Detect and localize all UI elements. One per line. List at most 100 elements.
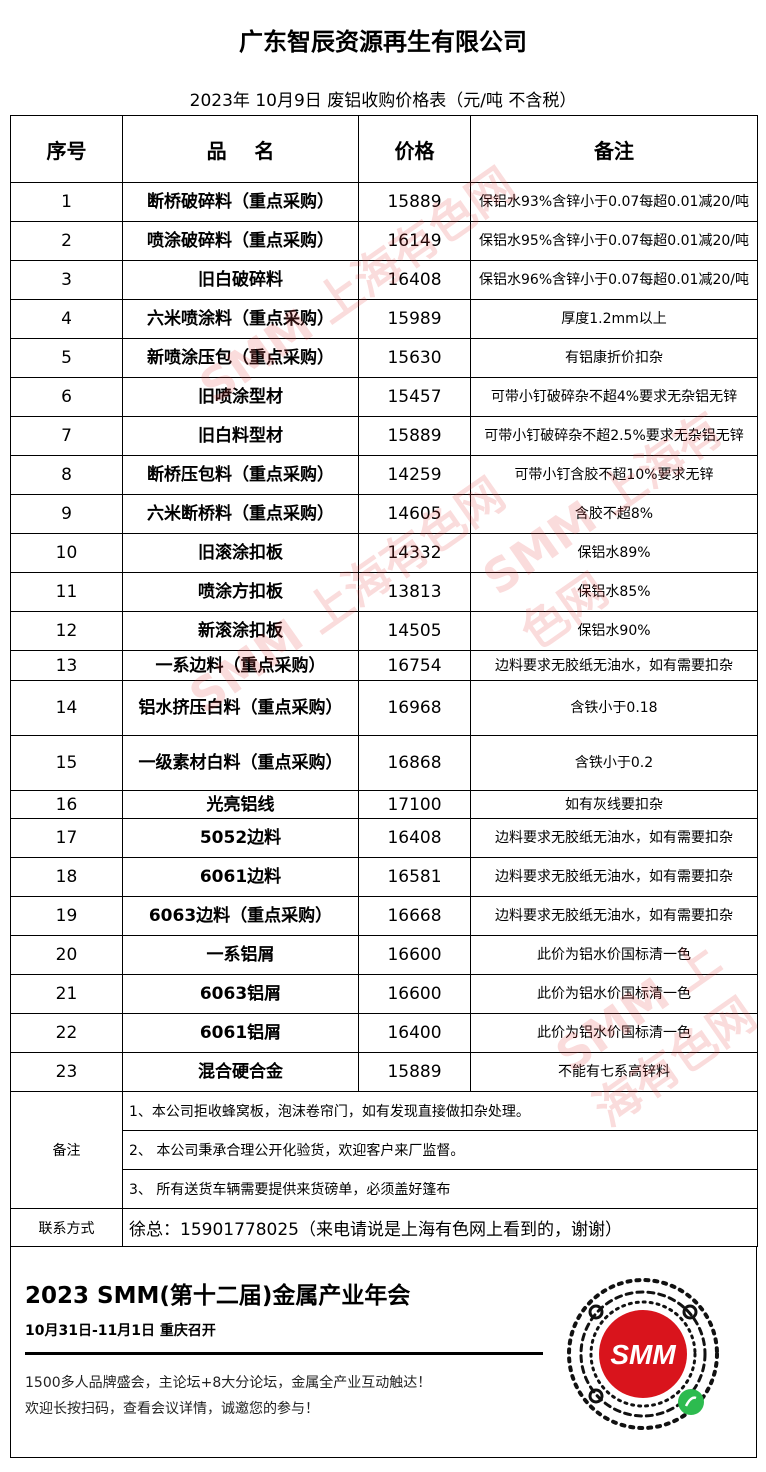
row-note: 有铝康折价扣杂 xyxy=(470,338,758,378)
table-row: 16 光亮铝线 17100 如有灰线要扣杂 xyxy=(10,790,758,819)
row-name: 旧喷涂型材 xyxy=(122,377,359,417)
table-row: 21 6063铝屑 16600 此价为铝水价国标清一色 xyxy=(10,974,758,1014)
remark-item: 1、本公司拒收蜂窝板，泡沫卷帘门，如有发现直接做扣杂处理。 xyxy=(122,1091,758,1131)
row-note: 可带小钉含胶不超10%要求无锌 xyxy=(470,455,758,495)
miniprogram-icon xyxy=(678,1389,704,1415)
row-seq: 15 xyxy=(10,735,123,791)
row-name: 一系边料（重点采购） xyxy=(122,650,359,681)
contact-row: 联系方式 徐总：15901778025（来电请说是上海有色网上看到的，谢谢） xyxy=(10,1208,758,1247)
row-name: 喷涂方扣板 xyxy=(122,572,359,612)
row-price: 14332 xyxy=(358,533,471,573)
header-price: 价格 xyxy=(358,115,471,183)
row-name: 6061边料 xyxy=(122,857,359,897)
header-note: 备注 xyxy=(470,115,758,183)
row-name: 一级素材白料（重点采购） xyxy=(122,735,359,791)
remark-row: 2、 本公司秉承合理公开化验货，欢迎客户来厂监督。 xyxy=(11,1130,758,1170)
row-note: 含铁小于0.18 xyxy=(470,680,758,736)
table-row: 13 一系边料（重点采购） 16754 边料要求无胶纸无油水，如有需要扣杂 xyxy=(10,650,758,681)
table-row: 1 断桥破碎料（重点采购） 15889 保铝水93%含锌小于0.07每超0.01… xyxy=(10,182,758,222)
row-seq: 9 xyxy=(10,494,123,534)
row-name: 混合硬合金 xyxy=(122,1052,359,1092)
row-price: 15889 xyxy=(358,182,471,222)
table-row: 20 一系铝屑 16600 此价为铝水价国标清一色 xyxy=(10,935,758,975)
row-seq: 12 xyxy=(10,611,123,651)
remarks-label: 备注 xyxy=(10,1091,123,1209)
table-row: 9 六米断桥料（重点采购） 14605 含胶不超8% xyxy=(10,494,758,534)
row-note: 保铝水89% xyxy=(470,533,758,573)
row-price: 16968 xyxy=(358,680,471,736)
remark-row: 备注 1、本公司拒收蜂窝板，泡沫卷帘门，如有发现直接做扣杂处理。 xyxy=(10,1091,758,1209)
table-row: 19 6063边料（重点采购） 16668 边料要求无胶纸无油水，如有需要扣杂 xyxy=(10,896,758,936)
row-seq: 11 xyxy=(10,572,123,612)
row-seq: 8 xyxy=(10,455,123,495)
row-seq: 17 xyxy=(10,818,123,858)
conference-banner[interactable]: 2023 SMM(第十二届)金属产业年会 10月31日-11月1日 重庆召开 1… xyxy=(10,1246,757,1458)
divider xyxy=(25,1352,543,1355)
row-price: 15989 xyxy=(358,299,471,339)
row-price: 15630 xyxy=(358,338,471,378)
row-price: 14505 xyxy=(358,611,471,651)
banner-title: 2023 SMM(第十二届)金属产业年会 xyxy=(25,1283,411,1309)
row-seq: 21 xyxy=(10,974,123,1014)
row-price: 16149 xyxy=(358,221,471,261)
row-note: 不能有七系高锌料 xyxy=(470,1052,758,1092)
row-note: 保铝水85% xyxy=(470,572,758,612)
row-seq: 20 xyxy=(10,935,123,975)
row-name: 喷涂破碎料（重点采购） xyxy=(122,221,359,261)
row-price: 17100 xyxy=(358,790,471,819)
table-row: 22 6061铝屑 16400 此价为铝水价国标清一色 xyxy=(10,1013,758,1053)
row-name: 六米喷涂料（重点采购） xyxy=(122,299,359,339)
row-seq: 23 xyxy=(10,1052,123,1092)
row-name: 六米断桥料（重点采购） xyxy=(122,494,359,534)
row-note: 可带小钉破碎杂不超2.5%要求无杂铝无锌 xyxy=(470,416,758,456)
row-seq: 1 xyxy=(10,182,123,222)
table-row: 12 新滚涂扣板 14505 保铝水90% xyxy=(10,611,758,651)
row-note: 含胶不超8% xyxy=(470,494,758,534)
row-note: 边料要求无胶纸无油水，如有需要扣杂 xyxy=(470,896,758,936)
row-name: 断桥压包料（重点采购） xyxy=(122,455,359,495)
row-note: 保铝水93%含锌小于0.07每超0.01减20/吨 xyxy=(470,182,758,222)
table-row: 6 旧喷涂型材 15457 可带小钉破碎杂不超4%要求无杂铝无锌 xyxy=(10,377,758,417)
row-seq: 13 xyxy=(10,650,123,681)
row-seq: 18 xyxy=(10,857,123,897)
row-price: 16600 xyxy=(358,935,471,975)
table-row: 11 喷涂方扣板 13813 保铝水85% xyxy=(10,572,758,612)
row-seq: 5 xyxy=(10,338,123,378)
row-note: 如有灰线要扣杂 xyxy=(470,790,758,819)
row-seq: 2 xyxy=(10,221,123,261)
row-note: 含铁小于0.2 xyxy=(470,735,758,791)
row-name: 断桥破碎料（重点采购） xyxy=(122,182,359,222)
row-price: 15889 xyxy=(358,416,471,456)
row-name: 旧白料型材 xyxy=(122,416,359,456)
row-note: 保铝水95%含锌小于0.07每超0.01减20/吨 xyxy=(470,221,758,261)
row-seq: 4 xyxy=(10,299,123,339)
row-note: 边料要求无胶纸无油水，如有需要扣杂 xyxy=(470,650,758,681)
row-seq: 19 xyxy=(10,896,123,936)
table-row: 5 新喷涂压包（重点采购） 15630 有铝康折价扣杂 xyxy=(10,338,758,378)
row-seq: 6 xyxy=(10,377,123,417)
header-seq: 序号 xyxy=(10,115,123,183)
row-name: 新滚涂扣板 xyxy=(122,611,359,651)
row-seq: 22 xyxy=(10,1013,123,1053)
row-price: 15889 xyxy=(358,1052,471,1092)
contact-info: 徐总：15901778025（来电请说是上海有色网上看到的，谢谢） xyxy=(122,1208,758,1247)
row-price: 16754 xyxy=(358,650,471,681)
row-note: 保铝水90% xyxy=(470,611,758,651)
row-seq: 7 xyxy=(10,416,123,456)
row-price: 16408 xyxy=(358,260,471,300)
banner-date: 10月31日-11月1日 重庆召开 xyxy=(25,1323,216,1339)
row-note: 边料要求无胶纸无油水，如有需要扣杂 xyxy=(470,818,758,858)
row-note: 保铝水96%含锌小于0.07每超0.01减20/吨 xyxy=(470,260,758,300)
row-price: 14259 xyxy=(358,455,471,495)
row-price: 16668 xyxy=(358,896,471,936)
table-row: 17 5052边料 16408 边料要求无胶纸无油水，如有需要扣杂 xyxy=(10,818,758,858)
row-price: 16408 xyxy=(358,818,471,858)
table-header: 序号 品 名 价格 备注 xyxy=(10,115,758,183)
table-row: 4 六米喷涂料（重点采购） 15989 厚度1.2mm以上 xyxy=(10,299,758,339)
row-name: 新喷涂压包（重点采购） xyxy=(122,338,359,378)
table-row: 15 一级素材白料（重点采购） 16868 含铁小于0.2 xyxy=(10,735,758,791)
qr-code-icon[interactable]: SMM xyxy=(563,1274,723,1434)
remark-row: 3、 所有送货车辆需要提供来货磅单，必须盖好篷布 xyxy=(11,1169,758,1209)
qr-logo: SMM xyxy=(610,1339,676,1370)
row-note: 此价为铝水价国标清一色 xyxy=(470,935,758,975)
